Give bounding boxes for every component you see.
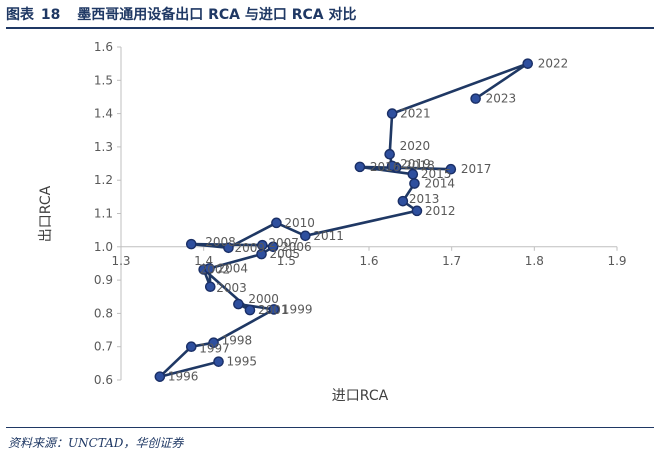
data-point <box>384 148 395 160</box>
data-point <box>185 341 197 353</box>
point-label: 1997 <box>199 342 230 356</box>
y-tick-label: 1.4 <box>94 107 113 121</box>
data-point <box>185 238 197 250</box>
point-label: 2018 <box>404 159 435 173</box>
x-axis-title: 进口RCA <box>332 388 389 404</box>
point-label: 2022 <box>538 57 569 71</box>
data-point <box>268 304 280 315</box>
y-tick-label: 0.9 <box>94 273 113 287</box>
figure-title: 图表 18 墨西哥通用设备出口 RCA 与进口 RCA 对比 <box>6 4 654 26</box>
point-label: 2020 <box>400 139 431 153</box>
y-tick-label: 1.6 <box>94 40 113 54</box>
data-point <box>271 217 282 229</box>
point-label: 2014 <box>424 177 455 191</box>
point-label: 2013 <box>409 192 440 206</box>
data-point <box>470 93 481 104</box>
data-point <box>244 304 256 316</box>
data-point <box>300 230 311 242</box>
data-point <box>522 58 534 69</box>
x-tick-label: 1.5 <box>277 254 296 268</box>
data-point <box>204 281 216 293</box>
point-label: 2003 <box>216 281 247 295</box>
data-point <box>208 337 219 349</box>
chart-axes <box>120 47 617 380</box>
point-label: 2017 <box>461 162 492 176</box>
title-rule <box>6 27 654 29</box>
point-label: 1996 <box>168 370 199 384</box>
y-axis-title: 出口RCA <box>38 185 54 242</box>
y-tick-label: 0.7 <box>94 340 113 354</box>
y-tick-label: 1.3 <box>94 140 113 154</box>
point-label: 2004 <box>217 261 248 275</box>
data-point <box>445 163 457 175</box>
x-tick-label: 1.6 <box>359 254 378 268</box>
source-note: 资料来源：UNCTAD，华创证券 <box>8 436 184 450</box>
data-point <box>386 160 398 172</box>
point-label: 2001 <box>258 303 289 317</box>
data-point <box>154 371 166 382</box>
data-point <box>257 239 268 251</box>
point-label: 2021 <box>400 107 431 121</box>
point-label: 2006 <box>281 240 312 254</box>
y-tick-label: 1.0 <box>94 240 113 254</box>
y-tick-label: 1.5 <box>94 73 113 87</box>
x-tick-label: 1.3 <box>111 254 130 268</box>
point-label: 2011 <box>313 229 344 243</box>
point-label: 2009 <box>234 241 265 255</box>
data-point <box>354 161 366 173</box>
y-tick-label: 0.8 <box>94 306 113 320</box>
data-point <box>411 205 423 217</box>
data-point <box>204 263 215 274</box>
data-point <box>233 298 244 310</box>
footer-rule <box>6 427 654 428</box>
point-label: 1999 <box>282 302 313 316</box>
point-label: 2010 <box>284 216 315 230</box>
point-label: 2023 <box>486 92 517 106</box>
y-tick-label: 0.6 <box>94 373 113 387</box>
data-point <box>407 168 419 180</box>
series-line <box>158 62 530 379</box>
data-point <box>267 241 279 253</box>
point-label: 2007 <box>268 236 299 250</box>
data-point <box>223 242 234 254</box>
point-label: 2002 <box>200 262 231 276</box>
point-label: 2012 <box>425 204 456 218</box>
point-label: 2000 <box>248 292 279 306</box>
data-point <box>386 108 398 119</box>
figure-title-text: 墨西哥通用设备出口 RCA 与进口 RCA 对比 <box>77 7 357 23</box>
data-point <box>409 178 420 189</box>
point-label: 1998 <box>222 334 253 348</box>
point-label: 2015 <box>421 167 452 181</box>
x-tick-label: 1.8 <box>525 254 544 268</box>
y-tick-label: 1.1 <box>94 207 113 221</box>
chart-ticks: 0.60.70.80.91.01.11.21.31.41.51.61.3 1.4 1… <box>94 40 627 387</box>
figure-number: 18 <box>40 7 61 23</box>
point-label: 2019 <box>400 157 431 171</box>
figure-label: 图表 <box>6 7 34 23</box>
data-point <box>213 356 224 367</box>
x-tick-label: 1.9 <box>607 254 626 268</box>
data-point <box>397 195 409 207</box>
point-label: 1995 <box>227 355 258 369</box>
point-label: 2005 <box>270 247 301 261</box>
x-tick-label: 1.7 <box>442 254 461 268</box>
point-label: 2016 <box>370 160 401 174</box>
chart-series <box>154 58 534 382</box>
y-tick-label: 1.2 <box>94 173 113 187</box>
point-label: 2008 <box>205 235 236 249</box>
